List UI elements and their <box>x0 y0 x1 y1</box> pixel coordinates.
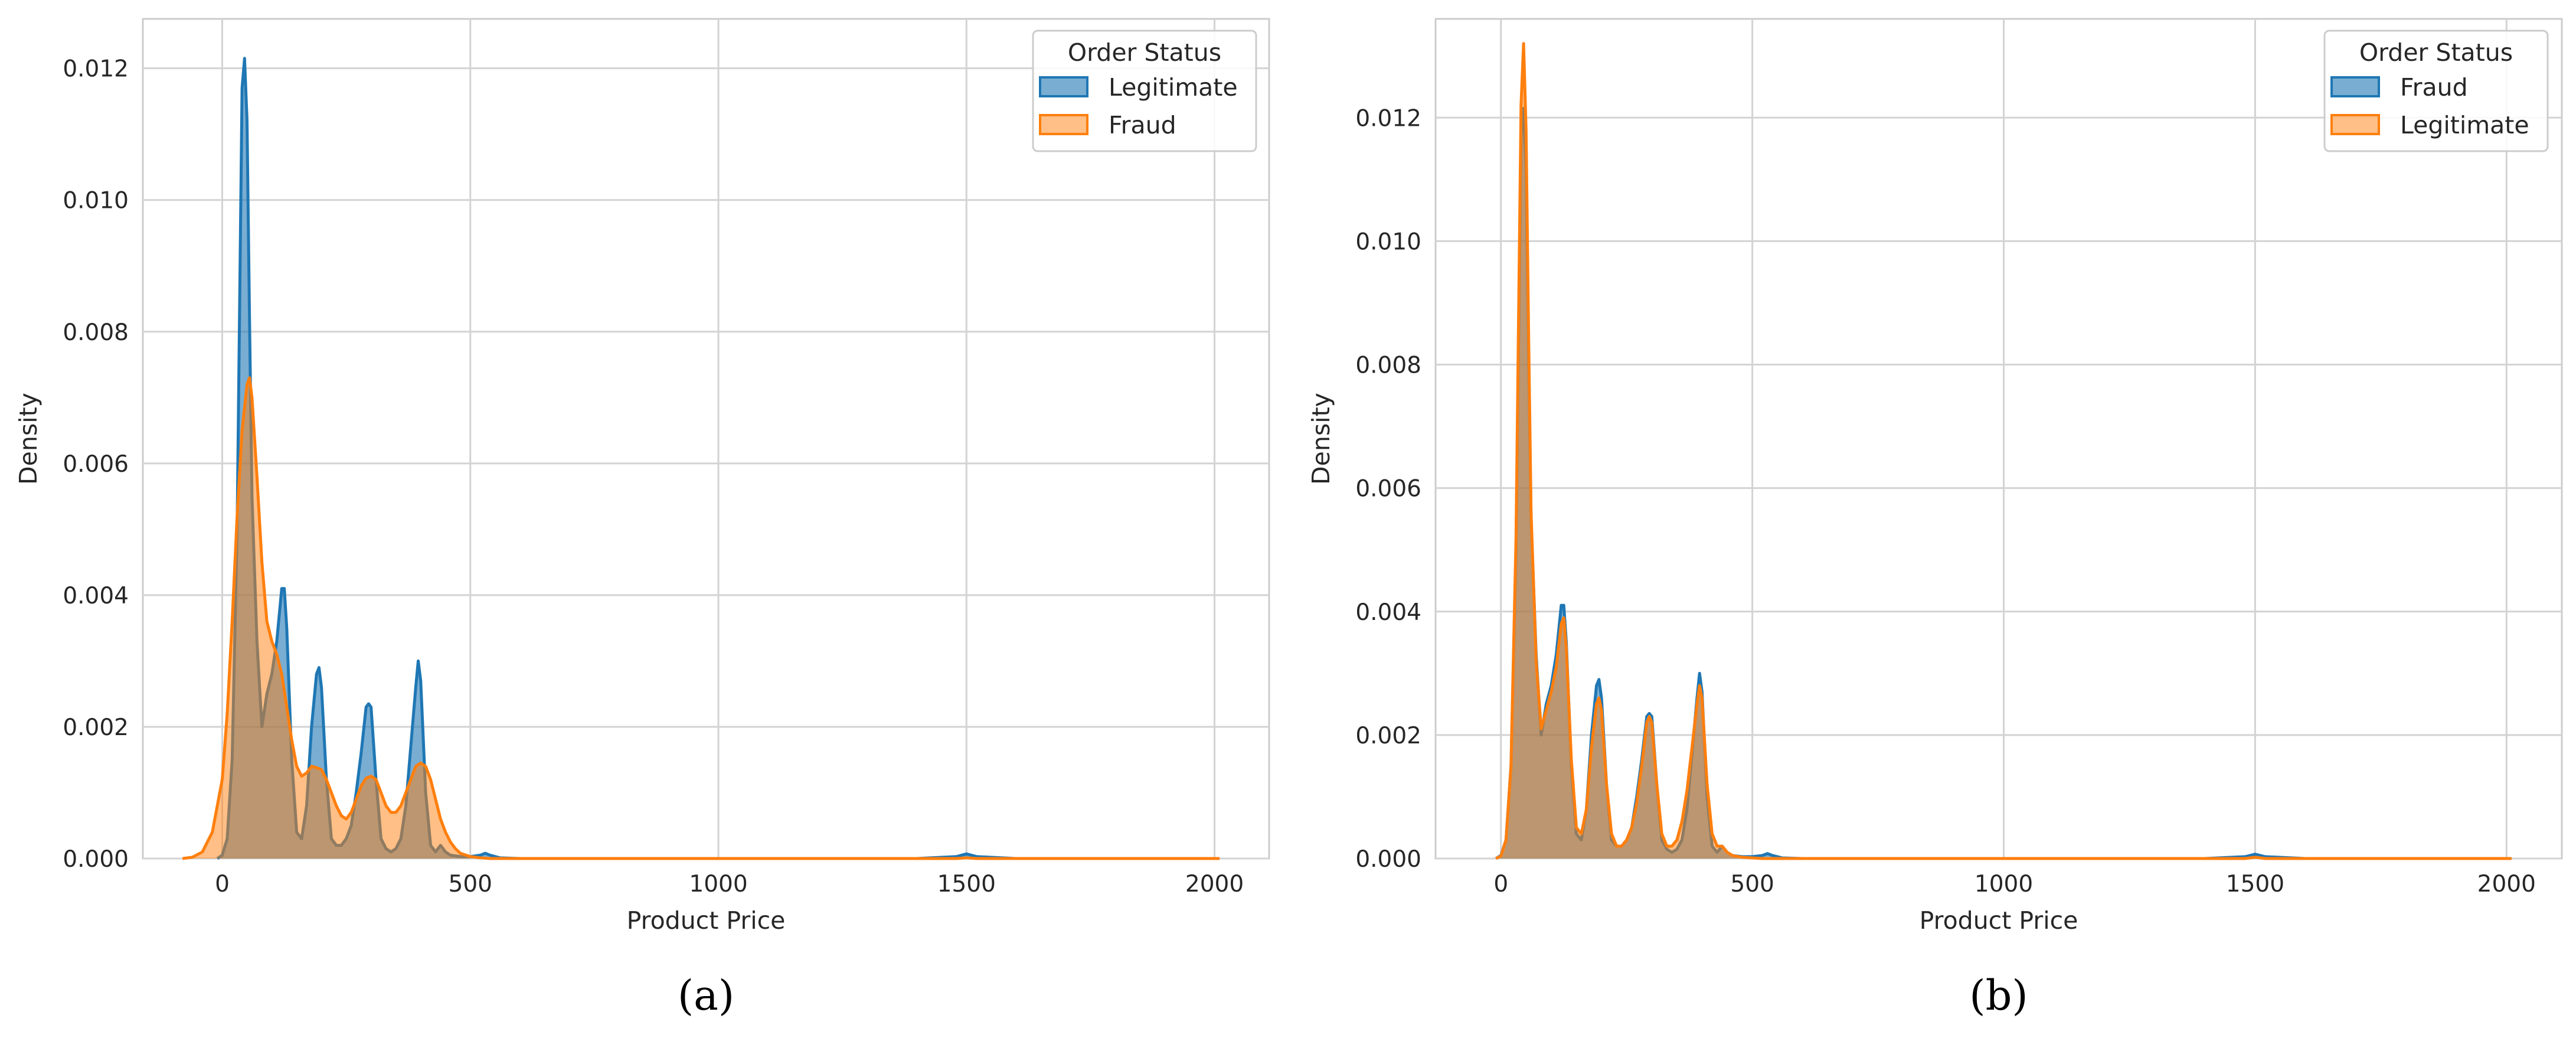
legend-box-b <box>2323 30 2549 152</box>
x-tick-label-a: 1000 <box>689 871 747 897</box>
y-tick-label-b: 0.004 <box>1355 599 1421 626</box>
x-tick-label-b: 500 <box>1730 871 1774 897</box>
legend-label-legitimate-a: Legitimate <box>1109 73 1238 102</box>
y-tick-label-a: 0.012 <box>63 56 129 83</box>
x-ticks-a: 0 500 1000 1500 2000 <box>215 871 1244 897</box>
legend-swatch-fraud-a <box>1039 114 1088 135</box>
density-area-fraud-a <box>182 377 1220 859</box>
legend-title-b: Order Status <box>2359 38 2513 67</box>
y-tick-label-b: 0.002 <box>1355 723 1421 749</box>
legend-title-a: Order Status <box>1068 38 1221 67</box>
x-axis-label-b: Product Price <box>1920 906 2078 935</box>
plot-area-b <box>1434 18 2563 860</box>
legend-box-a <box>1032 30 1257 152</box>
x-tick-label-a: 0 <box>215 871 230 897</box>
y-axis-label-a: Density <box>14 393 43 485</box>
legend-b: Order Status Fraud Legitimate <box>2323 30 2549 152</box>
x-tick-label-b: 2000 <box>2477 871 2536 897</box>
density-area-legitimate-b <box>1496 43 2512 859</box>
y-tick-label-a: 0.000 <box>63 846 129 873</box>
density-line-legitimate-b <box>1495 42 2512 860</box>
x-axis-label-a: Product Price <box>627 906 786 935</box>
y-tick-label-b: 0.010 <box>1355 229 1421 255</box>
panel-caption-a: (a) <box>678 971 734 1020</box>
x-tick-label-b: 0 <box>1493 871 1508 897</box>
legend-swatch-fraud-b <box>2330 76 2380 97</box>
y-tick-label-a: 0.002 <box>63 714 129 741</box>
legend-swatch-legitimate-b <box>2330 114 2380 135</box>
density-curves-a <box>182 57 1220 860</box>
legend-label-fraud-b: Fraud <box>2400 73 2468 102</box>
y-axis-label-b: Density <box>1307 393 1335 485</box>
y-tick-label-a: 0.006 <box>63 451 129 478</box>
density-line-fraud-a <box>182 376 1220 860</box>
x-tick-label-a: 500 <box>449 871 492 897</box>
legend-swatch-legitimate-a <box>1039 76 1088 97</box>
y-ticks-b: 0.000 0.002 0.004 0.006 0.008 0.010 0.012 <box>1355 105 1421 873</box>
legend-a: Order Status Legitimate Fraud <box>1032 30 1257 152</box>
x-ticks-b: 0 500 1000 1500 2000 <box>1493 871 2536 897</box>
panel-a: 0 500 1000 1500 2000 0.0000.0020.0040.0060.0… <box>14 18 1270 1020</box>
y-tick-label-a: 0.004 <box>63 583 129 609</box>
y-ticks-a: 0.000 0.002 0.004 0.006 0.008 0.010 0.012 <box>63 56 129 873</box>
legend-label-legitimate-b: Legitimate <box>2400 111 2529 139</box>
panel-caption-b: (b) <box>1969 971 2028 1020</box>
y-tick-label-b: 0.006 <box>1355 476 1421 502</box>
x-tick-label-b: 1000 <box>1975 871 2033 897</box>
y-tick-label-b: 0.008 <box>1355 352 1421 379</box>
density-curves-b <box>1495 42 2512 860</box>
y-tick-label-a: 0.010 <box>63 188 129 214</box>
y-tick-label-a: 0.008 <box>63 319 129 346</box>
x-tick-label-a: 2000 <box>1185 871 1244 897</box>
legend-label-fraud-a: Fraud <box>1109 111 1176 139</box>
x-tick-label-a: 1500 <box>937 871 996 897</box>
y-tick-label-b: 0.000 <box>1355 846 1421 873</box>
plot-area-a <box>142 18 1270 860</box>
y-tick-label-b: 0.012 <box>1355 105 1421 132</box>
panel-b: 0 500 1000 1500 2000 0.0000.0020.0040.0060.0… <box>1307 18 2563 1020</box>
x-tick-label-b: 1500 <box>2226 871 2284 897</box>
